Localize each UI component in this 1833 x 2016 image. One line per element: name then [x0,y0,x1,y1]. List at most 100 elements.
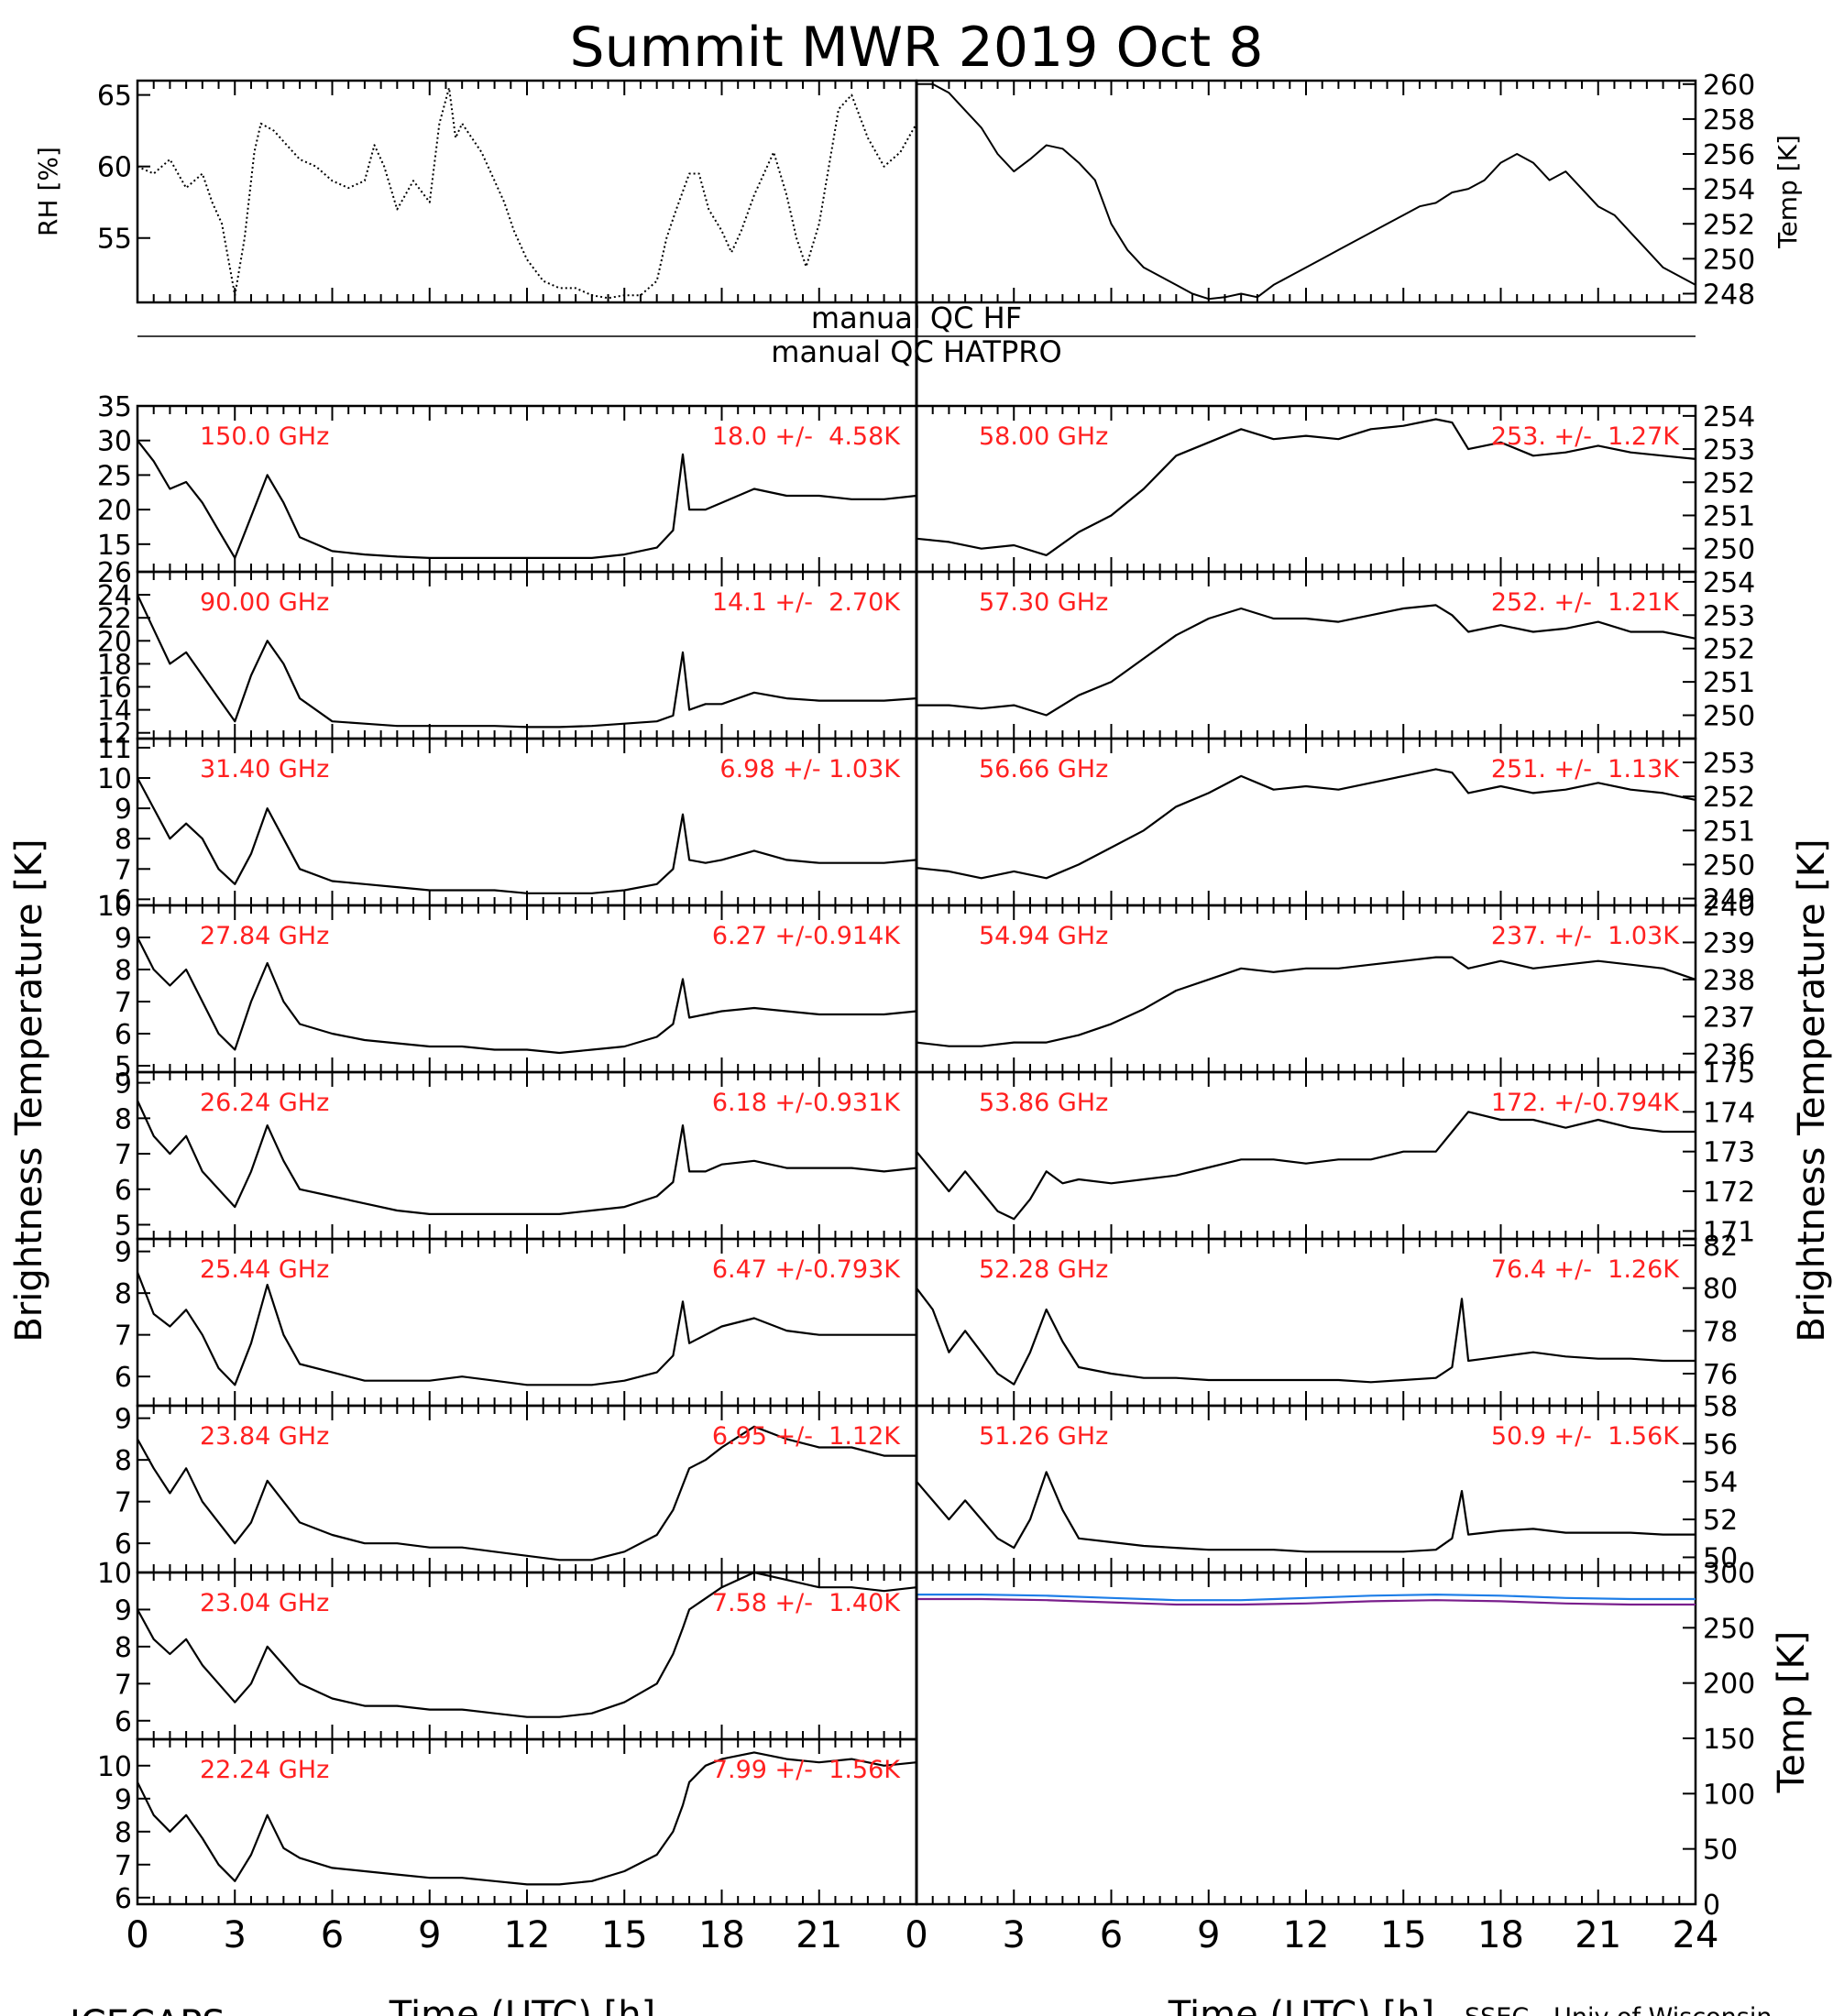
y-tick-label: 65 [97,81,132,113]
y-tick-label: 7 [115,1139,132,1171]
channel-frequency-label: 27.84 GHz [200,922,329,950]
series-line-0 [137,777,917,894]
y-tick-label: 6 [115,884,132,916]
y-tick-label: 10 [97,891,132,923]
channel-stat-label: 6.27 +/-0.914K [712,922,901,950]
y-tick-label: 9 [115,1068,132,1101]
x-tick-label-right: 0 [905,1914,927,1956]
y-tick-label: 35 [97,391,132,423]
y-tick-label: 236 [1703,1039,1755,1071]
y-tick-label: 24 [97,580,132,612]
y-tick-label: 9 [115,923,132,955]
channel-frequency-label: 51.26 GHz [979,1422,1108,1451]
y-tick-label: 9 [115,1404,132,1436]
y-tick-label: 5 [115,1211,132,1243]
y-tick-label: 100 [1703,1779,1755,1811]
y-tick-label: 80 [1703,1274,1738,1306]
x-tick-label-right: 12 [1283,1914,1330,1956]
y-tick-label: 6 [115,1528,132,1561]
series-line-0 [916,1593,1696,1602]
y-tick-label: 253 [1703,600,1755,632]
series-line-0 [136,1100,917,1216]
x-tick-label-left: 3 [224,1914,247,1956]
panel-frame [915,79,1697,304]
y-tick-label: 54 [1703,1467,1738,1499]
panel-ch2544: 6 7 8 9 25.44 GHz 6.47 +/-0.793K [115,1237,918,1408]
temp-axis-label: Temp [K] [1773,135,1803,249]
y-tick-label: 250 [1703,849,1755,882]
y-tick-label: 14 [97,696,132,728]
channel-stat-label: 6.98 +/- 1.03K [719,755,901,783]
channel-frequency-label: 23.04 GHz [200,1589,329,1617]
series-line-0 [916,418,1696,557]
channel-frequency-label: 31.40 GHz [200,755,329,783]
y-tick-label: 150 [1703,1724,1755,1756]
y-tick-label: 8 [115,1817,132,1849]
figure-title: Summit MWR 2019 Oct 8 [570,16,1264,80]
x-tick-label-left: 0 [126,1914,148,1956]
y-tick-label: 252 [1703,634,1755,666]
x-tick-label-left: 6 [321,1914,344,1956]
y-tick-label: 300 [1703,1558,1755,1590]
y-tick-label: 7 [115,854,132,886]
y-tick-label: 20 [97,495,132,527]
x-tick-label-left: 12 [504,1914,551,1956]
y-tick-label: 7 [115,1669,132,1701]
series-line-0 [136,1272,916,1386]
blackbody-axis-label: Temp [K] [1771,1631,1813,1794]
channel-stat-label: 76.4 +/- 1.26K [1491,1255,1680,1284]
y-tick-label: 250 [1703,244,1755,276]
y-tick-label: 250 [1703,1613,1755,1645]
y-tick-label: 56 [1703,1429,1738,1461]
y-tick-label: 16 [97,673,132,705]
channel-frequency-label: 26.24 GHz [200,1089,329,1117]
y-tick-label: 60 [97,152,132,184]
y-tick-label: 6 [115,1706,132,1738]
channel-stat-label: 18.0 +/- 4.58K [712,422,901,451]
channel-stat-label: 172. +/-0.794K [1491,1089,1680,1117]
y-tick-label: 10 [97,1751,132,1783]
y-tick-label: 239 [1703,927,1755,959]
y-tick-label: 250 [1703,534,1755,566]
x-axis-label-right: Time (UTC) [h] [1168,1994,1434,2016]
series-line-0 [916,604,1696,717]
channel-frequency-label: 22.24 GHz [200,1756,329,1784]
y-tick-label: 254 [1703,174,1755,206]
y-tick-label: 18 [97,649,132,681]
y-tick-label: 238 [1703,965,1755,997]
channel-frequency-label: 90.00 GHz [200,588,329,617]
y-tick-label: 15 [97,530,132,562]
y-tick-label: 7 [115,987,132,1019]
y-tick-label: 10 [97,1558,132,1590]
series-line-0 [916,1287,1696,1386]
y-tick-label: 50 [1703,1835,1738,1867]
y-tick-label: 58 [1703,1391,1738,1423]
y-tick-label: 26 [97,557,132,589]
series-line-0 [916,1471,1696,1553]
y-tick-label: 252 [1703,467,1755,499]
series-line-0 [137,440,917,560]
series-line-0 [916,768,1696,880]
x-tick-label-left: 18 [698,1914,745,1956]
channel-frequency-label: 57.30 GHz [979,588,1108,617]
y-tick-label: 172 [1703,1177,1755,1209]
y-tick-label: 252 [1703,209,1755,241]
channel-frequency-label: 54.94 GHz [979,922,1108,950]
series-line-0 [137,1425,916,1561]
channel-frequency-label: 56.66 GHz [979,755,1108,783]
y-tick-label: 5 [115,1051,132,1083]
channel-stat-label: 7.99 +/- 1.56K [712,1756,901,1784]
y-tick-label: 25 [97,460,132,492]
left-y-axis-label: Brightness Temperature [K] [8,838,50,1342]
y-tick-label: 251 [1703,816,1755,848]
y-tick-label: 11 [97,733,132,765]
channel-stat-label: 6.47 +/-0.793K [712,1255,901,1284]
y-tick-label: 250 [1703,701,1755,733]
y-tick-label: 252 [1703,782,1755,814]
